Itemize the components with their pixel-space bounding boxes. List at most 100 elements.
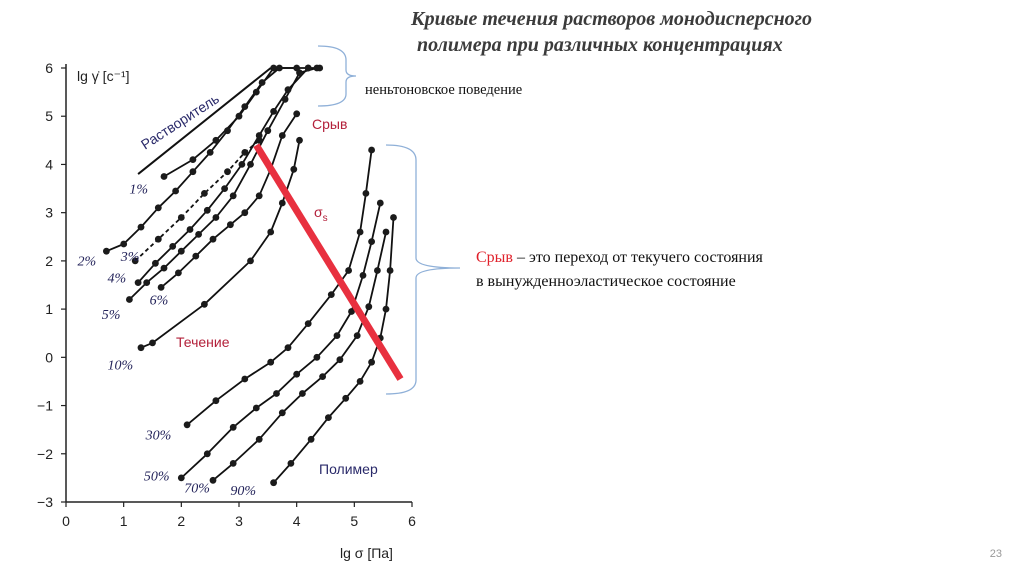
data-point-5pct [247,161,254,168]
sigma-label: σs [314,204,328,224]
data-point-2pct [120,240,128,248]
slide-title-line2: полимера при различных концентрациях [417,34,783,56]
data-point-5pct [281,95,289,103]
data-point-2pct [103,247,110,255]
data-point-70pct [299,390,306,397]
data-point-3pct [177,214,185,221]
data-point-2pct [224,127,231,135]
data-point-5pct [160,264,168,272]
data-point-90pct [356,378,364,385]
data-point-50pct [293,370,301,378]
x-tick-label: 1 [120,513,128,529]
data-point-50pct [368,238,375,246]
y-tick-label: 1 [45,301,53,317]
data-markers [103,64,397,487]
data-point-30pct [327,291,335,298]
data-point-1pct [160,173,168,180]
data-point-2pct [137,223,145,231]
data-point-3pct [255,136,263,144]
data-point-5pct [296,69,303,77]
data-point-10pct [296,136,303,144]
data-point-90pct [307,435,315,443]
right-bracket [385,144,461,395]
x-tick-label: 4 [293,513,301,529]
data-point-90pct [270,479,277,487]
series-label-2pct: 2% [78,255,97,270]
data-point-5pct [264,127,272,135]
data-point-10pct [137,344,145,352]
data-point-6pct [255,192,263,200]
curve-2pct [106,67,309,253]
series-label-70pct: 70% [184,481,210,496]
curve-90pct [272,217,395,484]
data-point-50pct [203,450,211,458]
top-bracket [317,45,357,107]
data-point-5pct [195,231,203,238]
data-point-30pct [284,344,292,352]
data-point-70pct [336,356,344,364]
series-label-30pct: 30% [145,428,172,443]
data-point-70pct [365,303,373,311]
sigma-subscript: s [323,213,328,224]
breakdown-line [253,143,404,381]
data-point-1pct [270,64,277,72]
data-point-10pct [278,199,286,207]
data-point-70pct [353,332,361,339]
data-point-10pct [290,165,298,173]
x-tick-label: 0 [62,513,70,529]
data-point-30pct [345,267,352,274]
breakdown-definition: Срыв – это переход от текучего состояния… [476,246,763,294]
x-tick-label: 5 [350,513,358,529]
data-point-30pct [304,320,312,327]
data-point-90pct [386,267,394,274]
solvent-line [137,67,272,175]
data-point-90pct [390,214,397,221]
series-label-1pct: 1% [129,182,148,197]
data-point-4pct [169,243,177,250]
page-number: 23 [989,548,1002,560]
sigma-symbol: σ [314,204,323,220]
x-tick-label: 6 [408,513,416,529]
non-newtonian-note: неньтоновское поведение [365,82,523,98]
slide-title-line1: Кривые течения растворов монодисперсного [411,8,813,30]
data-point-6pct [209,235,217,243]
data-point-4pct [238,161,246,168]
data-point-5pct [143,279,151,286]
data-point-6pct [278,132,286,139]
data-point-30pct [183,421,191,429]
data-point-50pct [252,404,260,412]
data-point-70pct [278,409,286,417]
data-point-2pct [172,187,180,195]
data-point-50pct [273,390,280,397]
data-point-90pct [342,394,350,402]
data-point-5pct [212,214,220,221]
y-tick-label: 4 [45,156,53,172]
data-point-5pct [313,64,321,72]
curve-10pct [140,140,301,349]
polymer-label: Полимер [319,461,378,477]
data-point-3pct [154,235,162,243]
data-point-50pct [376,199,384,207]
data-point-2pct [241,103,249,110]
data-point-70pct [319,373,326,380]
data-point-4pct [270,108,277,115]
data-point-6pct [192,252,200,260]
data-point-70pct [382,228,390,236]
x-tick-label: 2 [177,513,185,529]
x-tick-label: 3 [235,513,243,529]
data-point-90pct [287,460,295,467]
solvent-label: Растворитель [138,90,222,152]
data-point-50pct [229,423,237,431]
series-label-5pct: 5% [102,308,121,323]
data-point-50pct [359,272,367,279]
y-tick-label: −1 [37,398,53,414]
slide-title: Кривые течения растворов монодисперсного… [385,6,945,58]
curve-6pct [160,113,298,289]
data-point-1pct [252,88,260,96]
flow-curves [106,67,395,484]
data-point-1pct [189,156,197,164]
data-point-30pct [368,146,375,154]
data-point-3pct [131,257,139,265]
data-point-2pct [276,64,283,72]
y-tick-label: 5 [45,108,53,124]
